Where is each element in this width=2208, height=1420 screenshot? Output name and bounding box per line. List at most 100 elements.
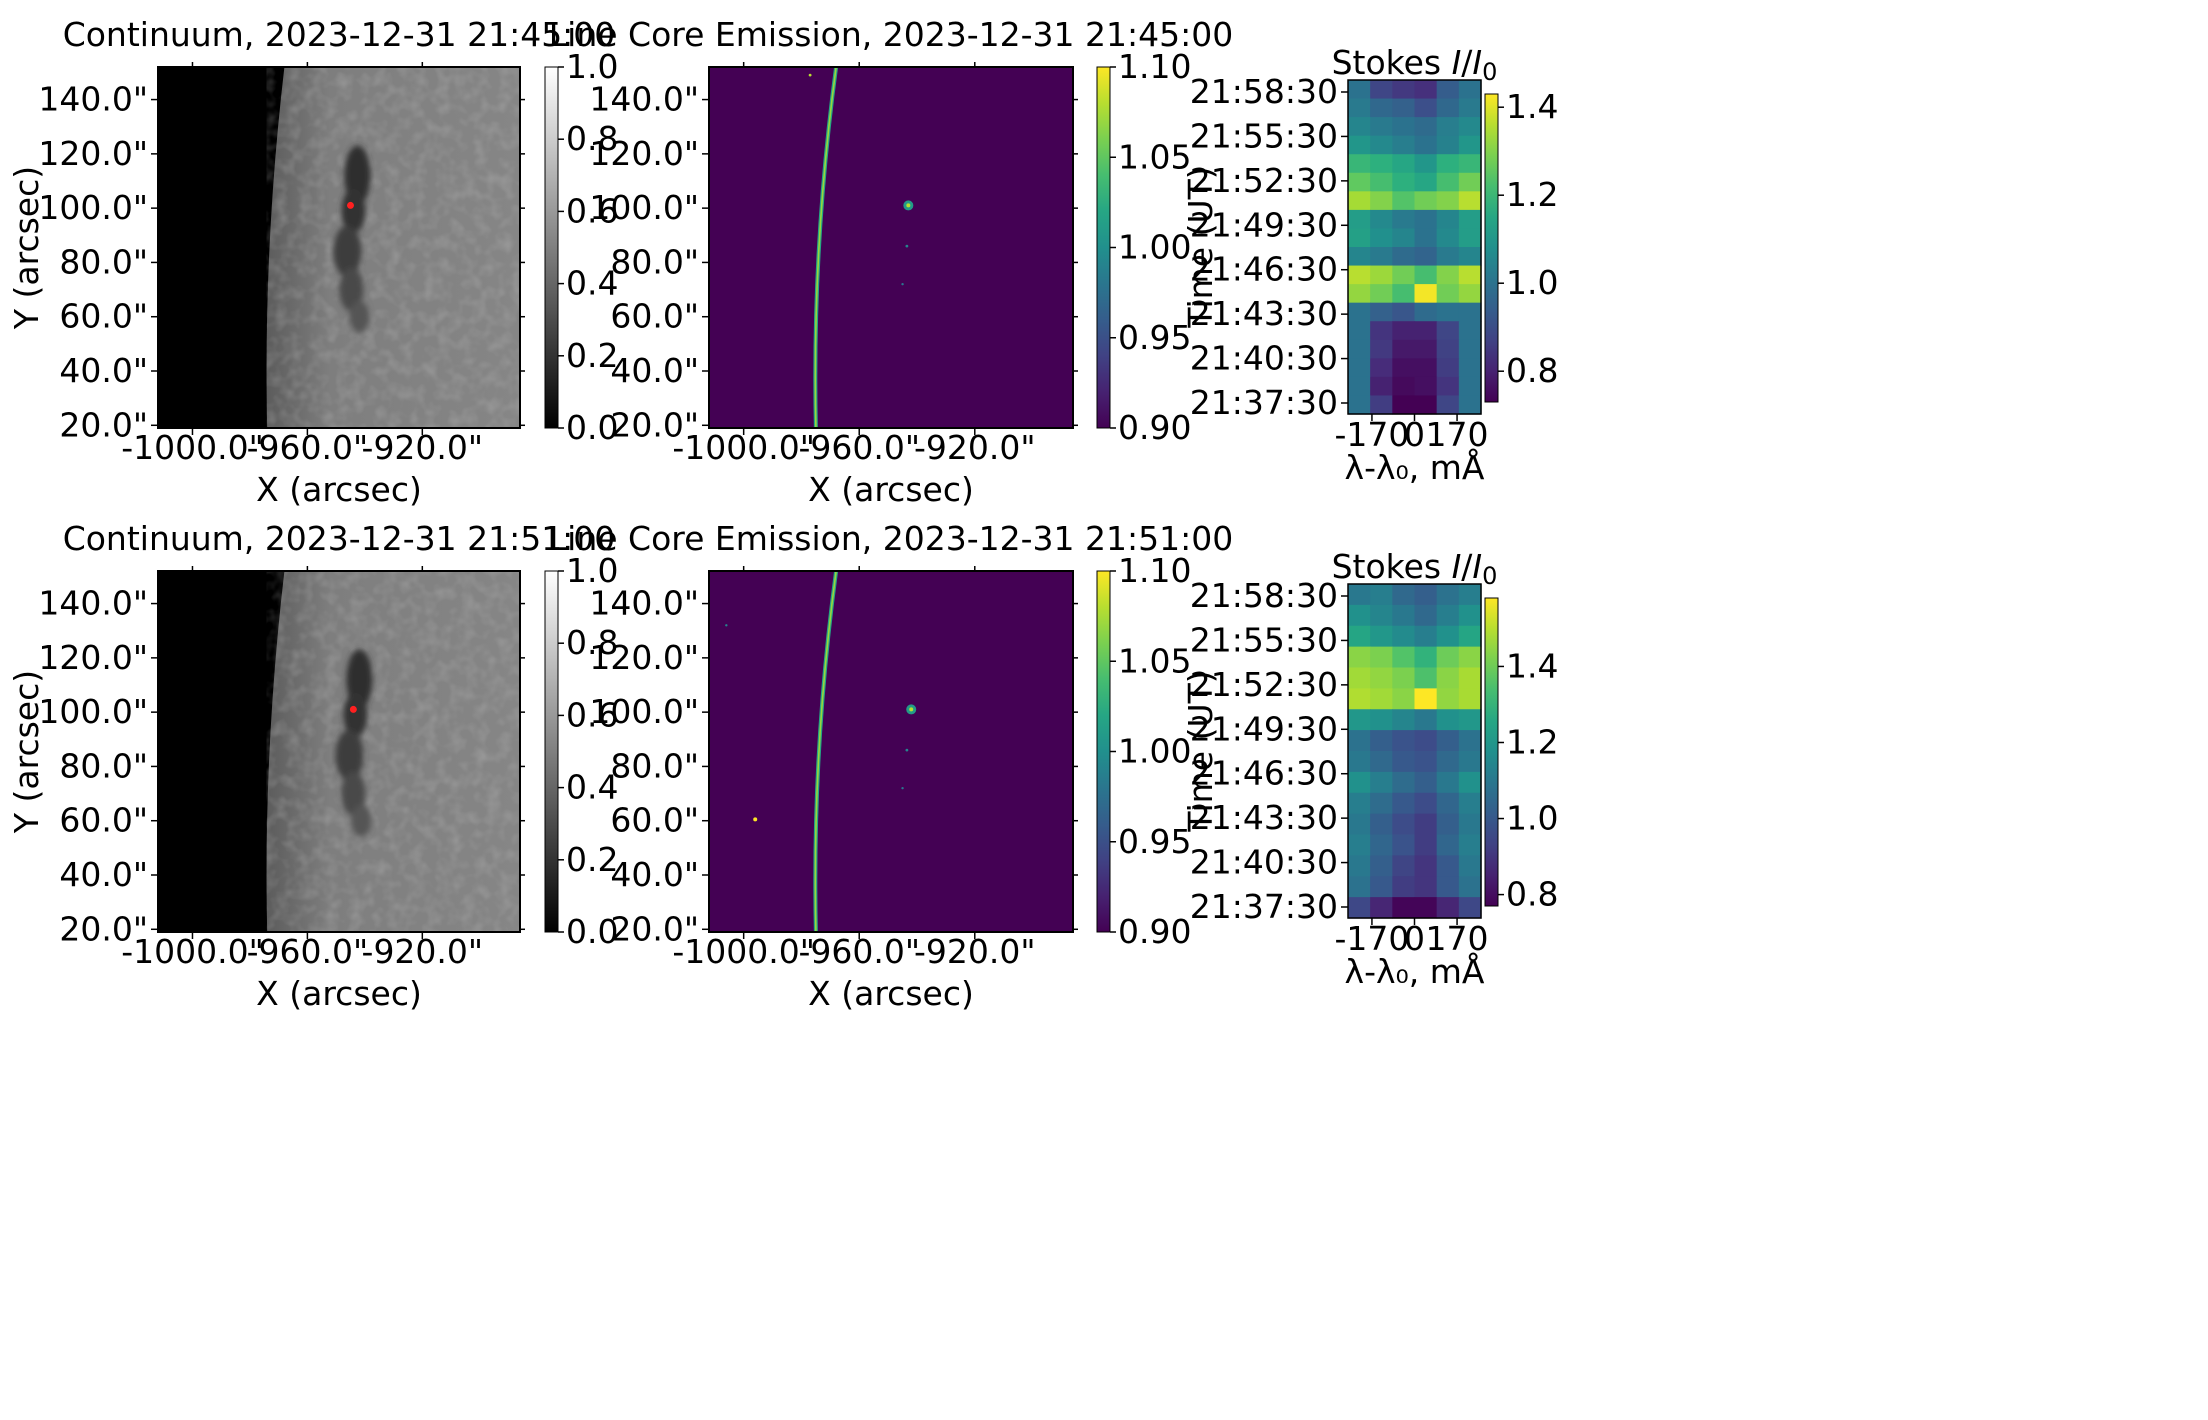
heatmap-cell	[1458, 358, 1482, 378]
colorbar-tick-label: 1.2	[1506, 722, 1558, 761]
y-tick-label: 21:37:30	[1190, 383, 1338, 422]
heatmap-cell	[1370, 302, 1393, 322]
x-tick-label: 0	[1404, 919, 1425, 958]
heatmap-cell	[1348, 376, 1371, 397]
faint-point	[901, 282, 904, 286]
heatmap-cell	[1392, 80, 1416, 100]
heatmap-cell	[1392, 897, 1416, 919]
heatmap-cell	[1348, 247, 1371, 267]
heatmap-cell	[1458, 646, 1482, 669]
x-tick-label: -1000.0"	[121, 932, 264, 971]
heatmap-cell	[1458, 667, 1482, 689]
colorbar	[544, 66, 559, 429]
bright-point-core	[906, 203, 911, 208]
y-tick-label: 20.0"	[610, 909, 699, 948]
heatmap-cell	[1458, 117, 1482, 137]
heatmap-cell	[1348, 834, 1371, 856]
emission-background	[709, 67, 1073, 428]
x-tick-label: -920.0"	[362, 932, 484, 971]
heatmap-cell	[1370, 265, 1393, 285]
heatmap-cell	[1414, 172, 1438, 192]
y-tick-label: 21:46:30	[1190, 250, 1338, 289]
heatmap-cell	[1392, 321, 1416, 341]
y-tick-label: 21:52:30	[1190, 161, 1338, 200]
y-tick-label: 21:58:30	[1190, 576, 1338, 615]
sunspot-group	[333, 145, 371, 333]
colorbar-tick-label: 0.8	[566, 119, 618, 158]
heatmap-cell	[1392, 771, 1416, 794]
heatmap-cell	[1458, 813, 1482, 836]
heatmap-cell	[1414, 117, 1438, 137]
y-tick-label: 120.0"	[38, 134, 148, 173]
image-area	[709, 67, 1073, 428]
colorbar	[1096, 570, 1111, 933]
x-tick-label: -960.0"	[247, 428, 369, 467]
y-tick-label: 60.0"	[610, 801, 699, 840]
heatmap-cell	[1436, 376, 1460, 397]
heatmap-cell	[1414, 792, 1438, 815]
y-tick-label: 120.0"	[589, 638, 699, 677]
x-tick-label: -920.0"	[362, 428, 484, 467]
heatmap-cell	[1392, 358, 1416, 378]
colorbar-tick-label: 1.4	[1506, 87, 1558, 126]
heatmap-cell	[1436, 358, 1460, 378]
colorbar-tick-label: 1.10	[1118, 551, 1191, 590]
heatmap-cell	[1458, 688, 1482, 710]
colorbar-tick-label: 1.00	[1118, 228, 1191, 267]
heatmap-cell	[1348, 321, 1371, 341]
heatmap-cell	[1436, 284, 1460, 304]
y-tick-label: 100.0"	[589, 188, 699, 227]
heatmap-cell	[1348, 191, 1371, 211]
chart-title: Stokes I/I0	[1332, 43, 1498, 86]
y-tick-label: 21:37:30	[1190, 887, 1338, 926]
heatmap-cell	[1348, 135, 1371, 155]
heatmap-cell	[1392, 154, 1416, 174]
y-tick-label: 21:55:30	[1190, 620, 1338, 659]
x-tick-label: 170	[1426, 415, 1489, 454]
heatmap-cell	[1392, 284, 1416, 304]
heatmap-cell	[1436, 625, 1460, 648]
heatmap-cell	[1436, 897, 1460, 919]
plot-frame	[157, 66, 521, 429]
heatmap-cell	[1458, 284, 1482, 304]
heatmap-cell	[1392, 172, 1416, 192]
heatmap-cell	[1414, 321, 1438, 341]
granulation-texture	[266, 571, 520, 932]
heatmap-cell	[1414, 80, 1438, 100]
heatmap-cell	[1348, 265, 1371, 285]
image-area	[158, 571, 520, 932]
heatmap-cell	[1436, 667, 1460, 689]
heatmap-cell	[1436, 302, 1460, 322]
heatmap-cell	[1392, 688, 1416, 710]
y-tick-label: 60.0"	[59, 297, 148, 336]
heatmap-cell	[1370, 792, 1393, 815]
heatmap-cell	[1392, 339, 1416, 359]
x-tick-label: -170	[1334, 919, 1409, 958]
heatmap-cell	[1370, 209, 1393, 230]
y-tick-label: 21:58:30	[1190, 72, 1338, 111]
heatmap-cell	[1458, 228, 1482, 248]
heatmap-cell	[1458, 339, 1482, 359]
faint-point	[901, 786, 904, 790]
heatmap-cell	[1392, 646, 1416, 669]
heatmap-cell	[1392, 98, 1416, 118]
bright-point-core	[909, 707, 914, 712]
heatmap-cell	[1458, 80, 1482, 100]
heatmap-cell	[1458, 751, 1482, 773]
x-tick-label: -920.0"	[914, 932, 1036, 971]
heatmap-cell	[1348, 584, 1371, 606]
heatmap-cell	[1370, 688, 1393, 710]
plot-frame	[157, 570, 521, 933]
heatmap-cell	[1458, 265, 1482, 285]
x-tick-label: -960.0"	[798, 428, 920, 467]
heatmap-cell	[1414, 688, 1438, 710]
heatmap-cell	[1458, 834, 1482, 856]
colorbar-tick-label: 0.6	[566, 695, 618, 734]
heatmap-cell	[1414, 154, 1438, 174]
heatmap-cell	[1370, 321, 1393, 341]
x-axis-label: λ-λ₀, mÅ	[1345, 951, 1485, 991]
heatmap-cell	[1348, 98, 1371, 118]
heatmap-cell	[1458, 709, 1482, 731]
heatmap-cell	[1458, 191, 1482, 211]
y-tick-label: 21:49:30	[1190, 205, 1338, 244]
